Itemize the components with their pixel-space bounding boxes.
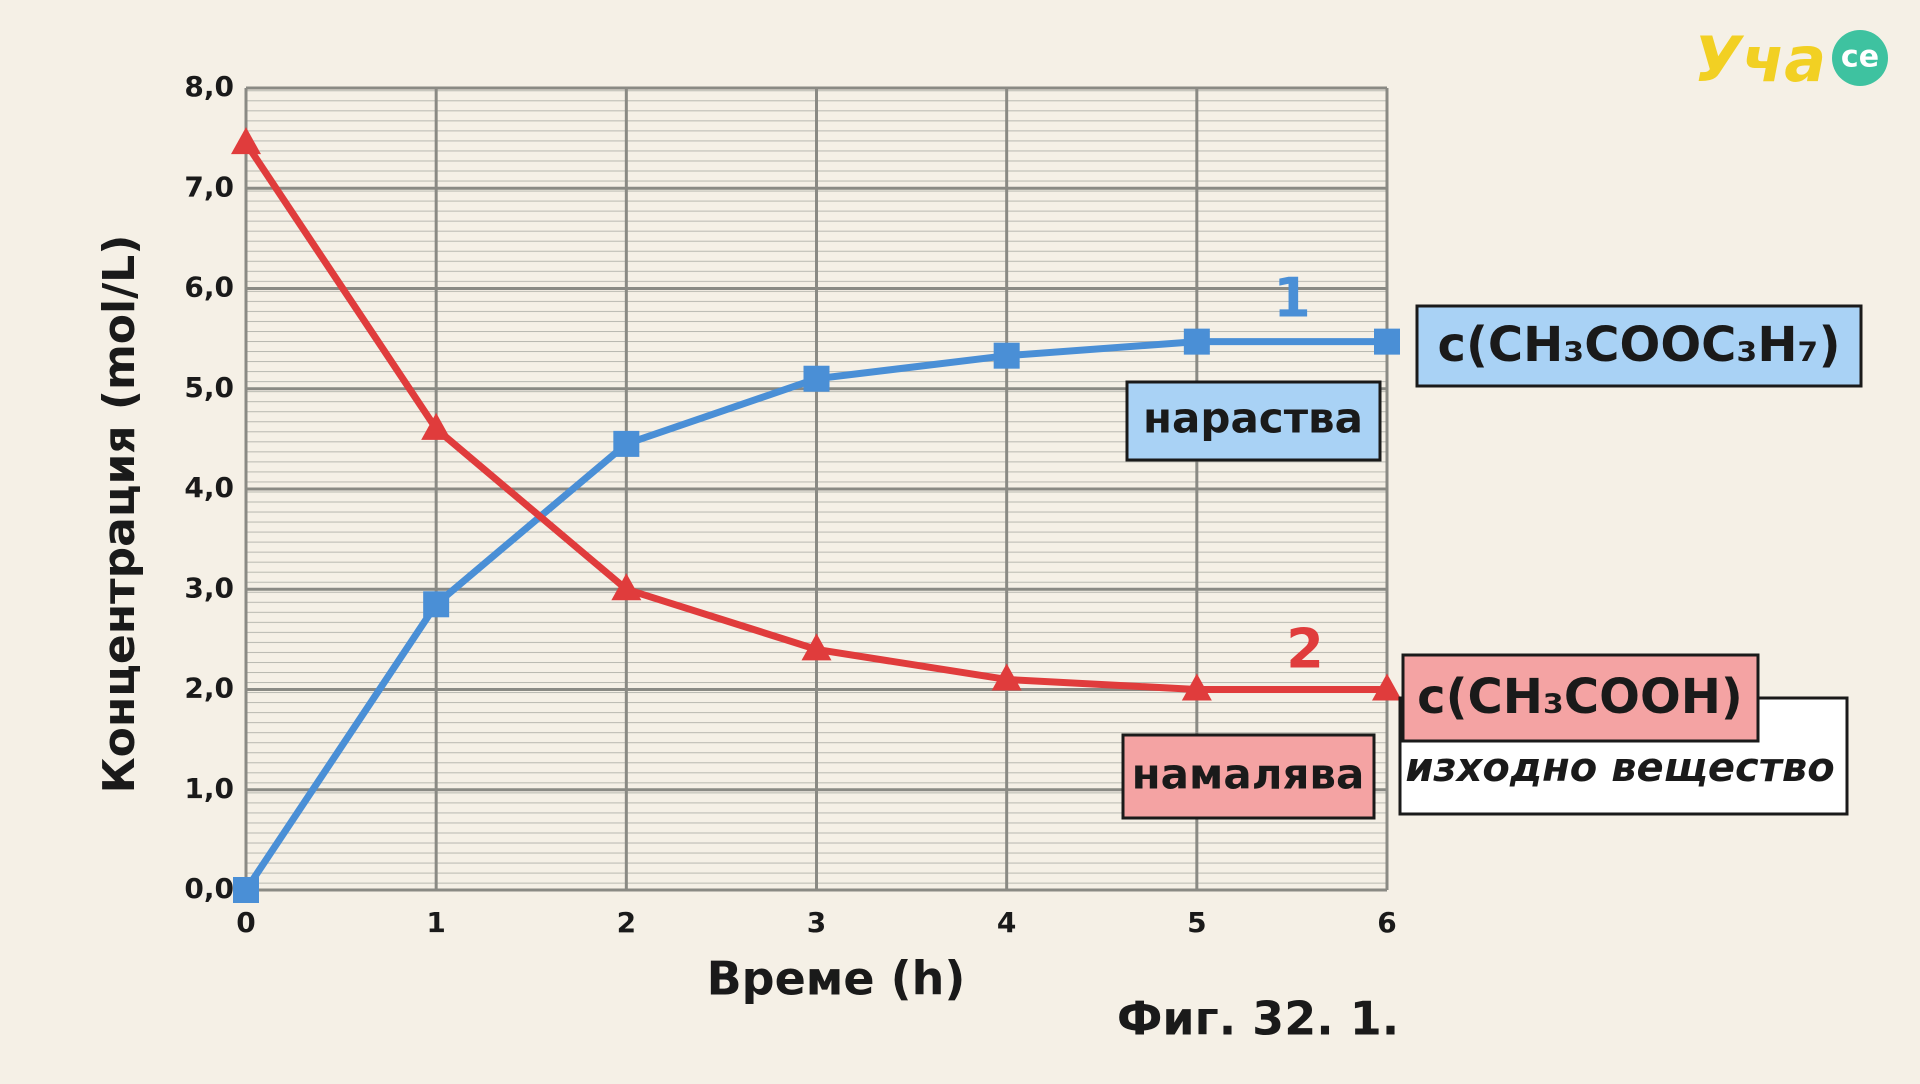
point-marker: [421, 412, 452, 440]
x-tick-label: 4: [997, 906, 1016, 939]
x-tick-label: 0: [236, 906, 255, 939]
logo-text: Уча: [1694, 23, 1826, 96]
x-tick-label: 5: [1187, 906, 1206, 939]
x-tick-label: 3: [807, 906, 826, 939]
point-marker: [611, 573, 642, 601]
point-marker: [801, 633, 832, 661]
legend-entry: c(CH₃COOH): [1417, 669, 1743, 725]
y-tick-label: 4,0: [184, 471, 234, 504]
annotation: 1: [1273, 267, 1311, 330]
point-marker: [233, 877, 259, 903]
x-axis-label: Време (h): [707, 952, 966, 1006]
point-marker: [231, 127, 261, 155]
point-marker: [803, 365, 830, 392]
point-marker: [993, 342, 1020, 369]
y-tick-label: 2,0: [184, 672, 234, 705]
label-box: [1121, 733, 1376, 820]
x-tick-label: 2: [617, 906, 636, 939]
point-marker: [1374, 328, 1400, 355]
point-marker: [1372, 673, 1402, 701]
point-marker: [423, 591, 450, 618]
label-box: [1401, 653, 1760, 743]
logo-badge-text: се: [1841, 40, 1879, 75]
annotation: намалява: [1132, 750, 1365, 799]
legend-entry: c(CH₃COOC₃H₇): [1437, 317, 1840, 373]
annotation: изходно вещество: [1405, 745, 1834, 791]
point-marker: [991, 663, 1022, 691]
y-tick-label: 6,0: [184, 271, 234, 304]
y-tick-label: 7,0: [184, 170, 234, 203]
logo-badge: [1832, 30, 1888, 86]
label-box: [1415, 304, 1863, 388]
label-box: [1125, 380, 1382, 462]
point-marker: [1183, 328, 1210, 355]
y-tick-label: 0,0: [184, 872, 234, 905]
point-marker: [613, 430, 640, 457]
annotation: нараства: [1143, 394, 1363, 443]
y-axis-label: Концентрация (mol/L): [94, 235, 145, 794]
y-tick-label: 1,0: [184, 772, 234, 805]
x-tick-label: 1: [426, 906, 445, 939]
y-tick-label: 8,0: [184, 70, 234, 103]
x-tick-label: 6: [1377, 906, 1396, 939]
y-tick-label: 3,0: [184, 571, 234, 604]
caption: Фиг. 32. 1.: [1117, 992, 1399, 1046]
annotation: 2: [1286, 618, 1324, 681]
y-tick-label: 5,0: [184, 371, 234, 404]
point-marker: [1181, 673, 1212, 701]
